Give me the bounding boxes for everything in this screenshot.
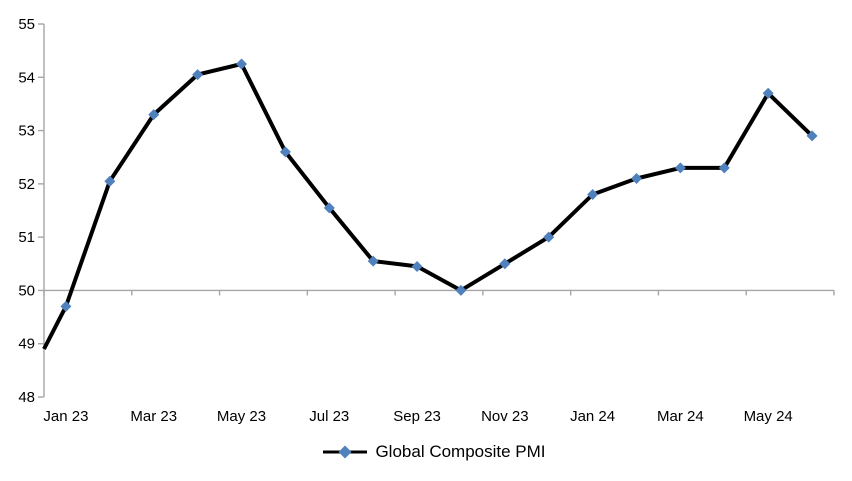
data-point-marker	[674, 162, 686, 174]
x-axis-tick-label: Jan 23	[43, 408, 88, 425]
x-axis-tick-label: Jul 23	[309, 408, 349, 425]
data-point-marker	[543, 231, 555, 243]
data-point-marker	[323, 202, 335, 214]
y-axis-tick-label: 52	[18, 176, 35, 193]
y-axis-tick-label: 53	[18, 123, 35, 140]
legend-line-marker-icon	[323, 445, 368, 459]
x-axis-tick-label: Sep 23	[393, 408, 441, 425]
data-point-marker	[806, 130, 818, 142]
y-axis-tick-label: 51	[18, 229, 35, 246]
data-point-marker	[718, 162, 730, 174]
data-point-marker	[236, 58, 247, 70]
data-point-marker	[631, 173, 642, 185]
pmi-series-line	[42, 62, 814, 350]
data-point-marker	[60, 300, 72, 312]
data-point-marker	[455, 284, 467, 296]
x-axis-tick-label: Nov 23	[481, 408, 529, 425]
data-point-marker	[367, 255, 379, 267]
data-point-marker	[762, 87, 774, 99]
legend-diamond-icon	[338, 445, 352, 459]
legend: Global Composite PMI	[8, 440, 852, 464]
data-point-marker	[104, 175, 116, 187]
y-axis-tick-label: 55	[18, 16, 35, 33]
data-point-marker	[148, 109, 160, 121]
x-axis-tick-label: May 24	[744, 408, 793, 425]
x-axis-tick-label: Mar 23	[130, 408, 177, 425]
x-axis-tick-label: Jan 24	[570, 408, 615, 425]
y-axis-tick-label: 48	[18, 389, 35, 406]
x-axis-tick-label: May 23	[217, 408, 266, 425]
legend-label: Global Composite PMI	[375, 442, 546, 461]
data-point-marker	[192, 69, 204, 81]
data-point-marker	[411, 260, 423, 272]
x-axis-tick-label: Mar 24	[657, 408, 704, 425]
y-axis-tick-label: 49	[18, 336, 35, 353]
data-point-marker	[279, 146, 291, 158]
data-point-marker	[587, 189, 599, 201]
y-axis-tick-label: 50	[18, 282, 35, 299]
data-point-marker	[499, 258, 511, 270]
plot-area: 48 49 50 51 52 53 54 55 Jan 23 Mar 23 May 23 Jul 23…	[18, 16, 835, 425]
y-axis-tick-label: 54	[18, 69, 35, 86]
